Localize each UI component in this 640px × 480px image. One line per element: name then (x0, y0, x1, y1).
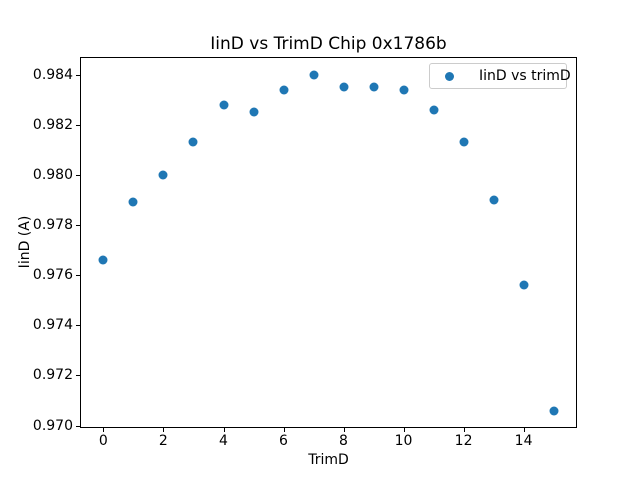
x-tick-mark (343, 428, 345, 432)
y-tick-label: 0.972 (32, 367, 73, 384)
y-tick-label: 0.980 (32, 166, 73, 183)
y-tick-mark (76, 174, 80, 176)
y-tick-mark (76, 375, 80, 377)
chart-title: IinD vs TrimD Chip 0x1786b (210, 34, 447, 54)
plot-area (80, 57, 577, 428)
x-tick-label: 10 (394, 433, 413, 449)
legend-label: IinD vs trimD (479, 68, 571, 84)
x-axis-label: TrimD (308, 452, 349, 468)
x-tick-label: 6 (279, 433, 288, 449)
x-tick-label: 14 (514, 433, 533, 449)
y-tick-label: 0.984 (32, 66, 73, 83)
x-tick-mark (223, 428, 225, 432)
x-tick-mark (523, 428, 525, 432)
y-tick-label: 0.978 (32, 217, 73, 233)
x-tick-mark (403, 428, 405, 432)
y-tick-mark (76, 124, 80, 126)
scatter-point (249, 107, 258, 117)
x-tick-mark (163, 428, 165, 432)
legend: IinD vs trimD (429, 63, 571, 89)
scatter-point (369, 82, 378, 92)
x-tick-mark (283, 428, 285, 432)
y-tick-mark (76, 275, 80, 277)
scatter-point (128, 197, 138, 207)
scatter-point (339, 82, 348, 92)
scatter-point (219, 100, 228, 110)
scatter-point (309, 70, 318, 79)
y-tick-mark (76, 425, 80, 427)
x-tick-label: 0 (98, 433, 108, 449)
scatter-point (188, 137, 198, 147)
scatter-point (98, 255, 108, 265)
x-tick-label: 2 (158, 433, 168, 449)
scatter-point (519, 280, 529, 290)
y-tick-mark (76, 325, 80, 327)
scatter-point (279, 85, 288, 95)
y-tick-label: 0.982 (32, 116, 73, 133)
x-tick-label: 8 (339, 433, 348, 449)
y-tick-mark (76, 74, 80, 76)
x-tick-label: 12 (454, 433, 473, 449)
y-tick-label: 0.974 (32, 317, 73, 334)
scatter-point (158, 170, 168, 180)
legend-marker-icon (445, 71, 454, 81)
x-tick-mark (463, 428, 465, 432)
y-tick-label: 0.976 (32, 267, 73, 284)
scatter-point (429, 105, 438, 115)
x-tick-label: 4 (219, 433, 228, 449)
scatter-point (489, 195, 499, 205)
scatter-point (549, 406, 559, 415)
scatter-point (399, 85, 408, 95)
y-tick-label: 0.970 (32, 417, 73, 434)
scatter-point (459, 137, 469, 147)
y-tick-mark (76, 225, 80, 226)
x-tick-mark (103, 428, 105, 432)
y-axis-label: IinD (A) (17, 215, 33, 269)
